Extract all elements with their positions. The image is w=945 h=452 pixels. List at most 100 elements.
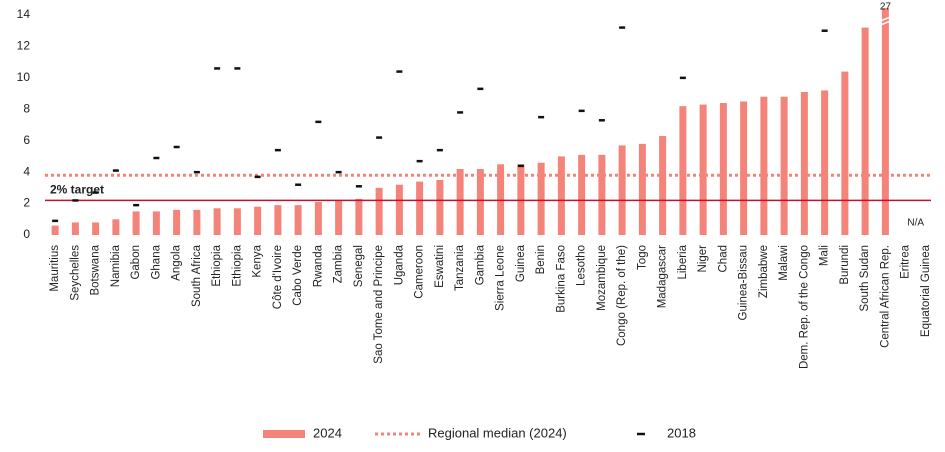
x-tick-label: Dem. Rep. of the Congo [798, 245, 810, 369]
y-tick-label: 6 [23, 133, 30, 147]
plot-area [51, 8, 889, 236]
bar [193, 209, 201, 235]
x-tick-label: Guinea [515, 244, 527, 282]
bar [760, 96, 768, 235]
legend-swatch [263, 430, 305, 438]
bar [274, 205, 282, 235]
bar [71, 222, 79, 235]
y-tick-label: 14 [17, 7, 31, 21]
bar [679, 106, 687, 236]
x-tick-label: Benin [535, 245, 547, 274]
bar [152, 211, 160, 235]
x-tick-label: Zambia [333, 244, 345, 283]
bar [233, 208, 241, 235]
bar [699, 104, 707, 235]
x-tick-label: Madagascar [657, 245, 669, 308]
y-tick-label: 8 [23, 101, 30, 115]
bar [740, 101, 748, 235]
x-tick-label: Liberia [677, 244, 689, 279]
x-tick-label: Eswatini [434, 245, 446, 288]
y-tick-label: 12 [17, 39, 31, 53]
bar [598, 154, 606, 235]
x-tick-label: Niger [697, 245, 709, 273]
x-tick-label: Ethiopia [231, 244, 243, 286]
bar [719, 103, 727, 235]
bar [821, 90, 829, 235]
x-tick-label: Cameroon [414, 245, 426, 299]
x-tick-label: Malawi [778, 245, 790, 281]
x-tick-label: Ghana [150, 244, 162, 279]
bar [476, 169, 484, 235]
bar [517, 164, 525, 235]
bar [132, 211, 140, 235]
bar [841, 71, 849, 235]
bar [659, 136, 667, 235]
x-tick-label: Mauritius [49, 245, 61, 292]
x-tick-label: Mozambique [596, 245, 608, 311]
bar [618, 145, 626, 235]
legend-label: 2024 [313, 425, 342, 440]
x-tick-label: Tanzania [454, 244, 466, 291]
y-tick-label: 2 [23, 196, 30, 210]
bar [881, 8, 889, 235]
bar [213, 208, 221, 235]
x-tick-label: Guinea-Bissau [738, 245, 750, 320]
x-tick-label: Botswana [90, 244, 102, 295]
x-tick-label: Congo (Rep. of the) [616, 245, 628, 346]
bar [537, 162, 545, 235]
bar [294, 205, 302, 235]
x-tick-label: Central African Rep. [879, 245, 891, 348]
bar [638, 143, 646, 235]
value-label: N/A [907, 218, 924, 229]
x-tick-label: Equatorial Guinea [920, 244, 932, 337]
bar [780, 96, 788, 235]
bar [51, 225, 59, 235]
bar [355, 198, 363, 235]
axis-break [880, 16, 891, 22]
x-tick-label: Burkina Faso [555, 245, 567, 313]
x-tick-label: Gabon [130, 245, 142, 280]
bar [416, 181, 424, 235]
bar [456, 169, 464, 235]
x-tick-label: Rwanda [312, 244, 324, 287]
bar [254, 206, 262, 235]
bar [497, 164, 505, 235]
bar [395, 184, 403, 235]
x-tick-label: Eritrea [900, 244, 912, 278]
target-label: 2% target [50, 183, 104, 197]
x-tick-label: Sierra Leone [495, 245, 507, 311]
x-tick-label: Côte d'Ivoire [272, 245, 284, 309]
x-tick-label: Sao Tome and Principe [373, 245, 385, 364]
bar [92, 222, 100, 235]
value-label: 27 [880, 2, 892, 13]
legend-label: Regional median (2024) [428, 425, 567, 440]
x-tick-label: Angola [171, 244, 183, 280]
x-tick-label: Zimbabwe [758, 245, 770, 298]
y-tick-label: 4 [23, 164, 30, 178]
x-tick-label: Kenya [252, 244, 264, 277]
x-tick-label: Chad [717, 245, 729, 273]
legend-label: 2018 [667, 425, 696, 440]
x-tick-label: South Sudan [859, 245, 871, 312]
bar [314, 202, 322, 235]
bar [861, 27, 869, 236]
y-tick-label: 10 [17, 70, 31, 84]
bar [436, 180, 444, 235]
x-tick-label: Ethiopia [211, 244, 223, 286]
bar [557, 156, 565, 235]
axis-break [880, 20, 891, 26]
x-tick-label: Mali [819, 245, 831, 266]
x-tick-label: Senegal [353, 245, 365, 287]
x-tick-label: Seychelles [69, 245, 81, 301]
bar [578, 154, 586, 235]
x-tick-label: Lesotho [576, 245, 588, 286]
bar [112, 219, 120, 235]
x-tick-label: Namibia [110, 244, 122, 287]
x-tick-label: South Africa [191, 244, 203, 307]
x-tick-label: Burundi [839, 245, 851, 285]
x-tick-label: Uganda [393, 244, 405, 285]
bar [375, 187, 383, 235]
bar [800, 92, 808, 235]
x-tick-label: Gambia [474, 244, 486, 285]
y-tick-label: 0 [23, 227, 30, 241]
